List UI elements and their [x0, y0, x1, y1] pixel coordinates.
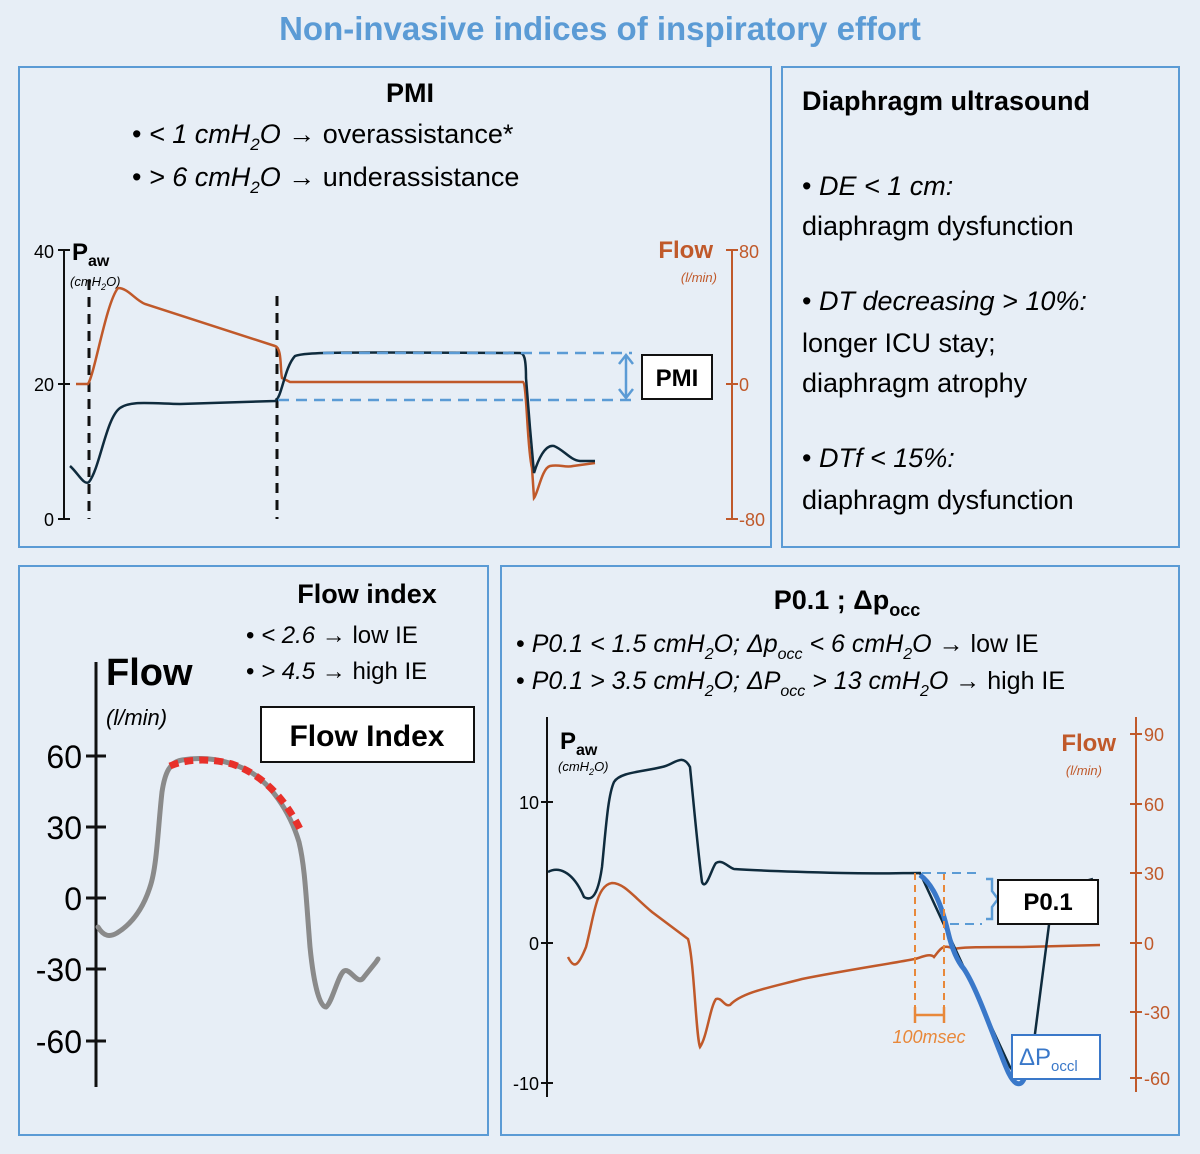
flow-index-box-label: Flow Index [289, 720, 444, 753]
ultrasound-heading: Diaphragm ultrasound [802, 86, 1090, 116]
p01-right-tick: 90 [1144, 725, 1164, 745]
p01-right-tick: 30 [1144, 864, 1164, 884]
p01-right-tick: -30 [1144, 1003, 1170, 1023]
pmi-bullet-1: • < 1 cmH2O → overassistance* [132, 119, 514, 154]
flow-index-bullet-2: • > 4.5 → high IE [246, 658, 427, 685]
p01-flow-unit: (l/min) [1066, 763, 1102, 778]
pmi-right-tick: -80 [739, 510, 765, 530]
p01-panel: P0.1 ; Δpocc • P0.1 < 1.5 cmH2O; Δpocc <… [500, 565, 1180, 1136]
pmi-flow-label: Flow [658, 237, 713, 264]
ultrasound-item-de-desc: diaphragm dysfunction [802, 211, 1074, 241]
ultrasound-item-dt: • DT decreasing > 10%: [802, 286, 1087, 316]
p01-bullet-low: • P0.1 < 1.5 cmH2O; Δpocc < 6 cmH2O → lo… [516, 630, 1039, 663]
p01-right-tick: 60 [1144, 795, 1164, 815]
p01-flow-axis [1130, 717, 1142, 1092]
flow-index-bullet-1: • < 2.6 → low IE [246, 622, 418, 649]
flow-index-diagram: Flow index • < 2.6 → low IE • > 4.5 → hi… [36, 579, 475, 1087]
p01-heading: P0.1 ; Δpocc [774, 585, 920, 620]
pmi-left-tick: 40 [34, 242, 54, 262]
flow-index-panel: Flow index • < 2.6 → low IE • > 4.5 → hi… [18, 565, 489, 1136]
p01-paw-axis [541, 717, 553, 1097]
pmi-flow-axis [726, 249, 738, 520]
pmi-flow-curve [76, 286, 596, 502]
ultrasound-item-dt-desc2: diaphragm atrophy [802, 368, 1028, 398]
p01-flow-label: Flow [1061, 730, 1116, 757]
flow-index-tick: -60 [36, 1024, 82, 1060]
pmi-paw-curve [69, 351, 595, 484]
dp-occl-box [1011, 1034, 1101, 1080]
p01-time-bracket [913, 1007, 946, 1023]
flow-index-tick: 30 [46, 810, 82, 846]
p01-right-tick: -60 [1144, 1069, 1170, 1089]
flow-index-axis-label: Flow [106, 652, 193, 694]
p01-left-tick: -10 [513, 1074, 539, 1094]
pmi-left-tick: 0 [44, 510, 54, 530]
flow-index-heading: Flow index [297, 579, 437, 609]
flow-index-curve [95, 755, 381, 1010]
pmi-left-tick: 20 [34, 375, 54, 395]
flow-index-axis-unit: (l/min) [106, 705, 167, 730]
p01-paw-label: Paw [560, 728, 598, 759]
flow-index-tick: -30 [36, 952, 82, 988]
dp-occl-label: ΔPoccl [1019, 1044, 1078, 1075]
ultrasound-text: Diaphragm ultrasound • DE < 1 cm: diaphr… [802, 86, 1090, 515]
pmi-box [641, 354, 713, 400]
flow-index-tick: 60 [46, 739, 82, 775]
ultrasound-panel: Diaphragm ultrasound • DE < 1 cm: diaphr… [781, 66, 1180, 548]
pmi-paw-unit: (cmH2O) [70, 274, 121, 292]
pmi-box-label: PMI [656, 365, 699, 392]
pmi-bullet-2: • > 6 cmH2O → underassistance [132, 162, 519, 197]
ultrasound-item-dtf-desc: diaphragm dysfunction [802, 485, 1074, 515]
p01-right-tick: 0 [1144, 934, 1154, 954]
flow-index-axis [86, 662, 106, 1087]
ultrasound-item-de: • DE < 1 cm: [802, 171, 953, 201]
p01-time-label: 100msec [892, 1027, 965, 1047]
p01-left-tick: 10 [519, 793, 539, 813]
page-title: Non-invasive indices of inspiratory effo… [279, 10, 921, 47]
p01-paw-unit: (cmH2O) [558, 759, 609, 777]
pmi-panel: PMI • < 1 cmH2O → overassistance* • > 6 … [18, 66, 772, 548]
pmi-right-tick: 80 [739, 242, 759, 262]
p01-brace [986, 877, 1000, 921]
pmi-double-arrow [618, 352, 634, 401]
pmi-diagram: PMI • < 1 cmH2O → overassistance* • > 6 … [34, 78, 765, 530]
flow-index-box [260, 706, 475, 763]
ultrasound-item-dt-desc1: longer ICU stay; [802, 328, 996, 358]
flow-index-fit-line [168, 756, 304, 831]
p01-box [997, 879, 1099, 925]
pmi-flow-unit: (l/min) [681, 270, 717, 285]
ultrasound-item-dtf: • DTf < 15%: [802, 443, 955, 473]
pmi-right-tick: 0 [739, 375, 749, 395]
flow-index-tick: 0 [64, 881, 82, 917]
p01-occlusion-curve [918, 872, 1027, 1087]
pmi-paw-axis [58, 249, 70, 520]
pmi-heading: PMI [386, 78, 434, 108]
p01-box-label: P0.1 [1023, 889, 1072, 916]
p01-bullet-high: • P0.1 > 3.5 cmH2O; ΔPocc > 13 cmH2O → h… [516, 667, 1065, 700]
pmi-paw-label: Paw [72, 239, 110, 270]
p01-diagram: P0.1 ; Δpocc • P0.1 < 1.5 cmH2O; Δpocc <… [513, 585, 1170, 1097]
p01-flow-curve [566, 881, 1101, 1050]
p01-left-tick: 0 [529, 934, 539, 954]
